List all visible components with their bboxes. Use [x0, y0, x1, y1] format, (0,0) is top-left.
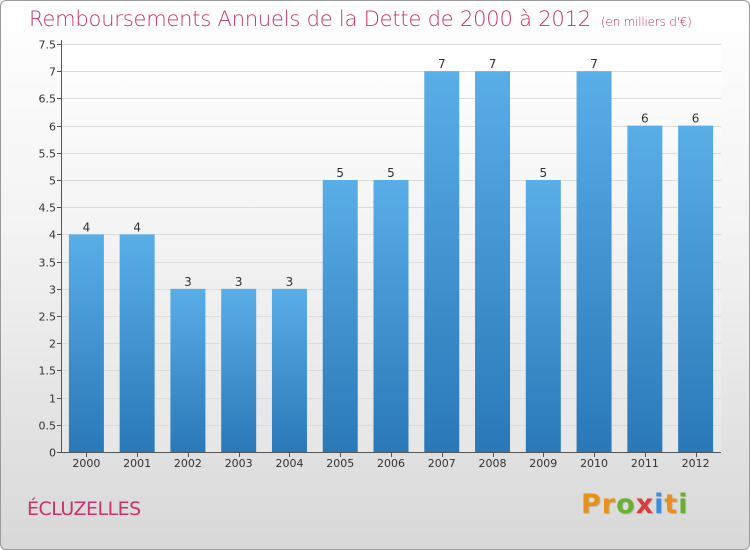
bar	[576, 71, 612, 452]
data-label: 5	[387, 166, 395, 180]
x-tick-label: 2010	[580, 457, 608, 470]
y-tick-label: 1.5	[39, 365, 57, 378]
bar	[525, 180, 561, 452]
logo-letter: P	[581, 489, 602, 520]
y-tick-label: 0.5	[39, 420, 57, 433]
chart-title: Remboursements Annuels de la Dette de 20…	[29, 7, 692, 31]
x-tick-label: 2006	[377, 457, 405, 470]
y-tick-label: 5.5	[39, 148, 57, 161]
bar	[271, 288, 307, 452]
data-label: 4	[133, 220, 141, 234]
y-tick-label: 7	[49, 66, 56, 79]
x-axis: 2000 2001 2002 2003 2004 2005 2006 2007 2008 2009…	[61, 452, 721, 470]
data-label: 5	[539, 166, 547, 180]
x-tick-label: 2000	[72, 457, 100, 470]
data-label: 7	[438, 57, 446, 71]
x-tick-label: 2003	[225, 457, 253, 470]
logo-letter: o	[616, 489, 636, 520]
bar	[322, 180, 358, 452]
logo-letter: t	[664, 489, 679, 520]
data-label: 7	[489, 57, 497, 71]
chart-title-text: Remboursements Annuels de la Dette de 20…	[29, 7, 591, 31]
data-label: 5	[336, 166, 344, 180]
data-label: 6	[692, 112, 700, 126]
chart-subtitle: (en milliers d'€)	[600, 15, 692, 29]
bar	[373, 180, 409, 452]
bar	[627, 125, 663, 452]
y-tick-label: 7.5	[39, 39, 57, 52]
data-label: 3	[184, 275, 192, 289]
x-tick-label: 2007	[428, 457, 456, 470]
bar	[119, 234, 155, 452]
logo-letter: i	[678, 489, 689, 520]
y-tick-label: 6.5	[39, 93, 57, 106]
y-tick-label: 1	[49, 393, 56, 406]
y-axis: 0 0.5 1 1.5 2 2.5 3 3.5 4 4.5 5 5.5 6 6.5 7 7.5	[39, 39, 62, 460]
bar	[68, 234, 104, 452]
data-label: 7	[590, 57, 598, 71]
data-label: 6	[641, 112, 649, 126]
y-tick-label: 3.5	[39, 257, 57, 270]
data-label: 3	[286, 275, 294, 289]
y-tick-label: 2.5	[39, 311, 57, 324]
logo-letter: i	[654, 489, 665, 520]
x-tick-label: 2005	[326, 457, 354, 470]
bars: 4 4 3 3 3 5 5 7 7 5 7 6 6	[68, 57, 714, 452]
bar	[170, 288, 206, 452]
y-tick-label: 3	[49, 284, 56, 297]
x-tick-label: 2009	[529, 457, 557, 470]
bar	[424, 71, 460, 452]
x-tick-label: 2012	[682, 457, 710, 470]
data-label: 4	[83, 220, 91, 234]
bar	[475, 71, 511, 452]
x-tick-label: 2011	[631, 457, 659, 470]
logo-letter: r	[601, 489, 617, 520]
proxiti-logo: Proxiti	[581, 489, 689, 520]
y-tick-label: 2	[49, 338, 56, 351]
y-tick-label: 0	[49, 447, 56, 460]
bar	[678, 125, 714, 452]
x-tick-label: 2004	[275, 457, 303, 470]
y-tick-label: 5	[49, 175, 56, 188]
x-tick-label: 2008	[479, 457, 507, 470]
data-label: 3	[235, 275, 243, 289]
bar	[221, 288, 257, 452]
y-tick-label: 6	[49, 121, 56, 134]
commune-name: ÉCLUZELLES	[27, 498, 141, 520]
x-tick-label: 2002	[174, 457, 202, 470]
logo-letter: x	[635, 489, 655, 520]
y-tick-label: 4	[49, 229, 56, 242]
y-tick-label: 4.5	[39, 202, 57, 215]
x-tick-label: 2001	[123, 457, 151, 470]
